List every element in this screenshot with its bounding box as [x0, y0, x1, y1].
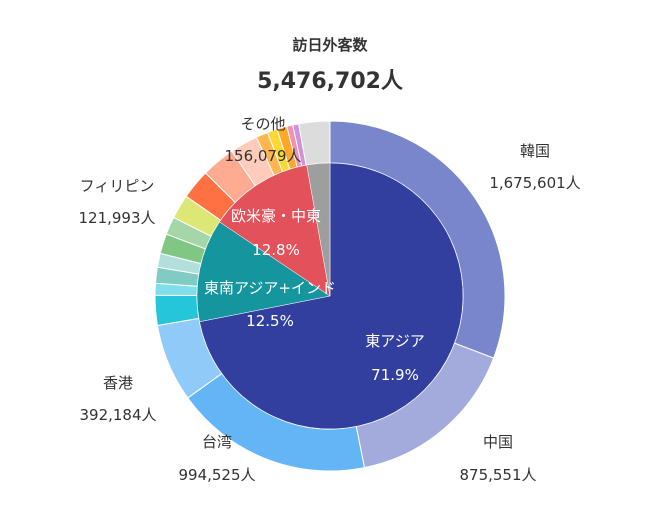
inner-label-southeast-asia-india: 東南アジア+インド	[204, 279, 336, 297]
inner-ring	[196, 162, 464, 430]
inner-label-europe-us: 欧米豪・中東	[231, 207, 321, 225]
inner-slice-2	[219, 164, 331, 297]
outer-value-others: 156,079人	[224, 147, 301, 165]
inner-label-east-asia: 東アジア	[365, 332, 424, 350]
outer-value-china: 875,551人	[459, 466, 536, 484]
inner-pct-southeast-asia-india: 12.5%	[246, 312, 294, 330]
inner-slice-1	[196, 221, 331, 323]
outer-value-philippines: 121,993人	[78, 209, 155, 227]
inner-slice-3	[306, 162, 331, 297]
outer-value-hongkong: 392,184人	[79, 406, 156, 424]
inner-pct-east-asia: 71.9%	[371, 366, 419, 384]
outer-label-china: 中国	[483, 433, 513, 451]
outer-label-hongkong: 香港	[103, 374, 133, 392]
chart-total: 5,476,702人	[257, 69, 403, 94]
outer-value-taiwan: 994,525人	[178, 466, 255, 484]
outer-label-philippines: フィリピン	[80, 177, 155, 195]
outer-label-korea: 韓国	[520, 142, 550, 160]
outer-label-taiwan: 台湾	[202, 433, 232, 451]
outer-label-others: その他	[240, 115, 285, 133]
outer-value-korea: 1,675,601人	[489, 174, 580, 192]
inner-pct-europe-us: 12.8%	[252, 241, 300, 259]
chart-title: 訪日外客数	[292, 36, 368, 54]
inner-slice-0	[199, 162, 464, 430]
